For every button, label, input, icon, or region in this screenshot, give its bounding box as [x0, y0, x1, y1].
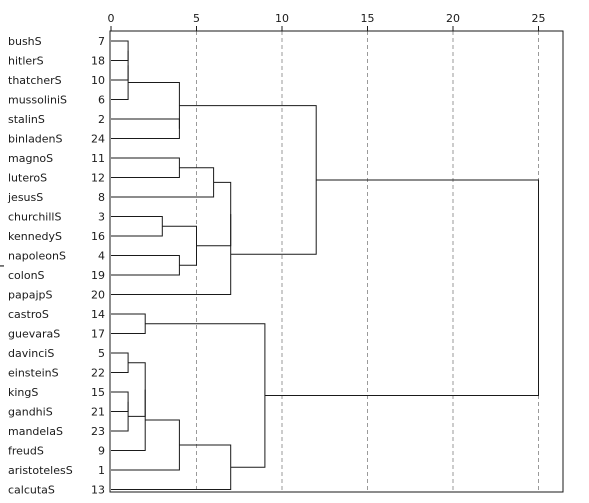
dendrogram-link — [111, 444, 232, 490]
leaf-label: davinciS — [8, 347, 54, 360]
dendrogram-link — [111, 167, 215, 198]
leaf-id: 12 — [91, 172, 105, 185]
leaf-id: 9 — [98, 445, 105, 458]
dendrogram-link — [111, 40, 129, 61]
leaf-label: stalinS — [8, 113, 45, 126]
leaf-label: kennedyS — [8, 230, 62, 243]
leaf-id: 13 — [91, 484, 105, 497]
leaf-id: 3 — [98, 211, 105, 224]
dendrogram-link — [128, 81, 180, 129]
leaf-label: aristotelesS — [8, 464, 73, 477]
leaf-id: 11 — [91, 152, 105, 165]
leaf-id: 23 — [91, 425, 105, 438]
dendrogram-link — [111, 401, 129, 432]
leaf-label: churchillS — [8, 211, 61, 224]
leaf-id: 19 — [91, 269, 105, 282]
dendrogram-link — [111, 313, 146, 334]
leaf-id: 21 — [91, 406, 105, 419]
leaf-label: castroS — [8, 308, 49, 321]
leaf-id: 4 — [98, 250, 105, 263]
dendrogram-link — [111, 352, 129, 373]
leaf-label: magnoS — [8, 152, 53, 165]
dendrogram-link — [128, 362, 146, 417]
plot-frame — [109, 30, 564, 493]
dendrogram-link — [111, 157, 180, 178]
axis-tick-label: 15 — [361, 12, 375, 25]
dendrogram-link — [111, 118, 180, 139]
leaf-label: gandhiS — [8, 406, 53, 419]
leaf-id: 17 — [91, 328, 105, 341]
leaf-id: 16 — [91, 230, 105, 243]
distance-axis: 0 5 10 15 20 25 — [108, 12, 546, 31]
leaf-label: guevaraS — [8, 328, 60, 341]
leaf-id: 18 — [91, 55, 105, 68]
leaf-label: kingS — [8, 386, 38, 399]
leaf-id: 20 — [91, 289, 105, 302]
leaf-id: 22 — [91, 367, 105, 380]
leaf-label: jesusS — [7, 191, 43, 204]
dendrogram-link — [111, 50, 129, 81]
dendrogram-link — [264, 179, 539, 397]
leaf-label: luteroS — [8, 172, 47, 185]
dendrogram-link — [111, 216, 163, 237]
leaf-label: papajpS — [8, 289, 52, 302]
leaf-label: mussoliniS — [8, 94, 67, 107]
dendrogram-link — [111, 214, 232, 295]
leaf-id: 6 — [98, 94, 105, 107]
leaf-id: 24 — [91, 133, 105, 146]
leaf-id: 1 — [98, 464, 105, 477]
dendrogram-link — [111, 65, 129, 100]
axis-tick-label: 25 — [532, 12, 546, 25]
dendrogram-branches — [111, 40, 539, 490]
leaf-id: 5 — [98, 347, 105, 360]
dendrogram-link — [145, 323, 266, 468]
leaf-id: 2 — [98, 113, 105, 126]
leaf-id: 10 — [91, 74, 105, 87]
leaf-label: thatcherS — [8, 74, 62, 87]
leaf-id: 8 — [98, 191, 105, 204]
axis-tick-label: 5 — [193, 12, 200, 25]
leaf-label: binladenS — [8, 133, 63, 146]
leaf-label: bushS — [8, 35, 42, 48]
side-label: Y — [0, 262, 7, 271]
dendrogram-link — [111, 255, 180, 276]
leaf-label: einsteinS — [8, 367, 59, 380]
leaf-id: 7 — [98, 35, 105, 48]
leaf-label: calcutaS — [8, 484, 55, 497]
dendrogram-link — [111, 389, 146, 451]
leaf-label: mandelaS — [8, 425, 63, 438]
axis-tick-label: 10 — [275, 12, 289, 25]
leaf-label: hitlerS — [8, 55, 44, 68]
dendrogram-link — [111, 391, 129, 412]
dendrogram-link — [179, 105, 317, 255]
axis-tick-label: 0 — [108, 12, 115, 25]
grid-lines — [196, 31, 539, 492]
leaf-id: 15 — [91, 386, 105, 399]
leaf-label: napoleonS — [8, 250, 66, 263]
leaf-id: 14 — [91, 308, 105, 321]
leaf-label: freudS — [8, 445, 44, 458]
leaf-label: colonS — [8, 269, 45, 282]
axis-tick-label: 20 — [446, 12, 460, 25]
